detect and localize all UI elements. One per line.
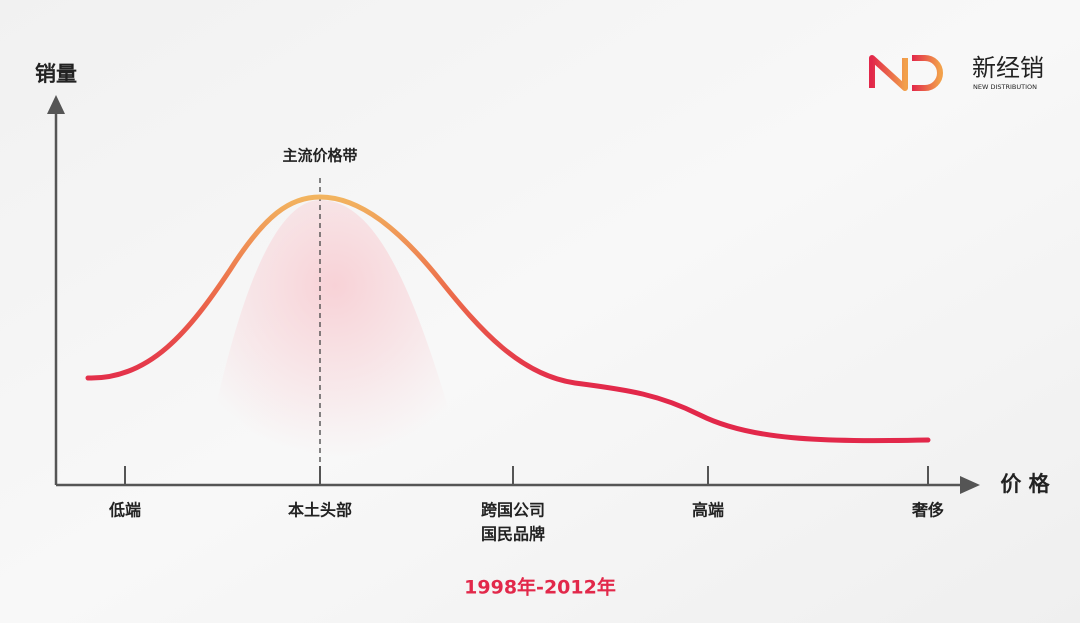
x-axis-label: 价 格 — [1000, 472, 1050, 496]
logo-mark — [869, 55, 908, 91]
caption: 1998年-2012年 — [464, 576, 616, 599]
y-arrow — [47, 95, 65, 114]
annotation: 主流价格带 — [282, 147, 357, 165]
logo-name: 新经销 — [972, 54, 1044, 82]
category-label: 高端 — [692, 501, 724, 520]
category-label: 奢侈 — [911, 501, 944, 520]
y-axis-label: 销量 — [35, 62, 77, 86]
axes — [54, 108, 962, 487]
category-label: 本土头部 — [288, 501, 352, 520]
category-label: 低端 — [108, 501, 141, 520]
category-label: 跨国公司 — [481, 501, 545, 520]
peak-glow — [200, 200, 470, 485]
logo-mark — [912, 55, 943, 91]
logo: 新经销 NEW DISTRIBUTION — [869, 54, 1044, 91]
x-arrow — [960, 476, 980, 494]
logo-subtitle: NEW DISTRIBUTION — [973, 83, 1037, 91]
category-label: 国民品牌 — [481, 525, 545, 544]
demand-curve — [85, 194, 931, 444]
